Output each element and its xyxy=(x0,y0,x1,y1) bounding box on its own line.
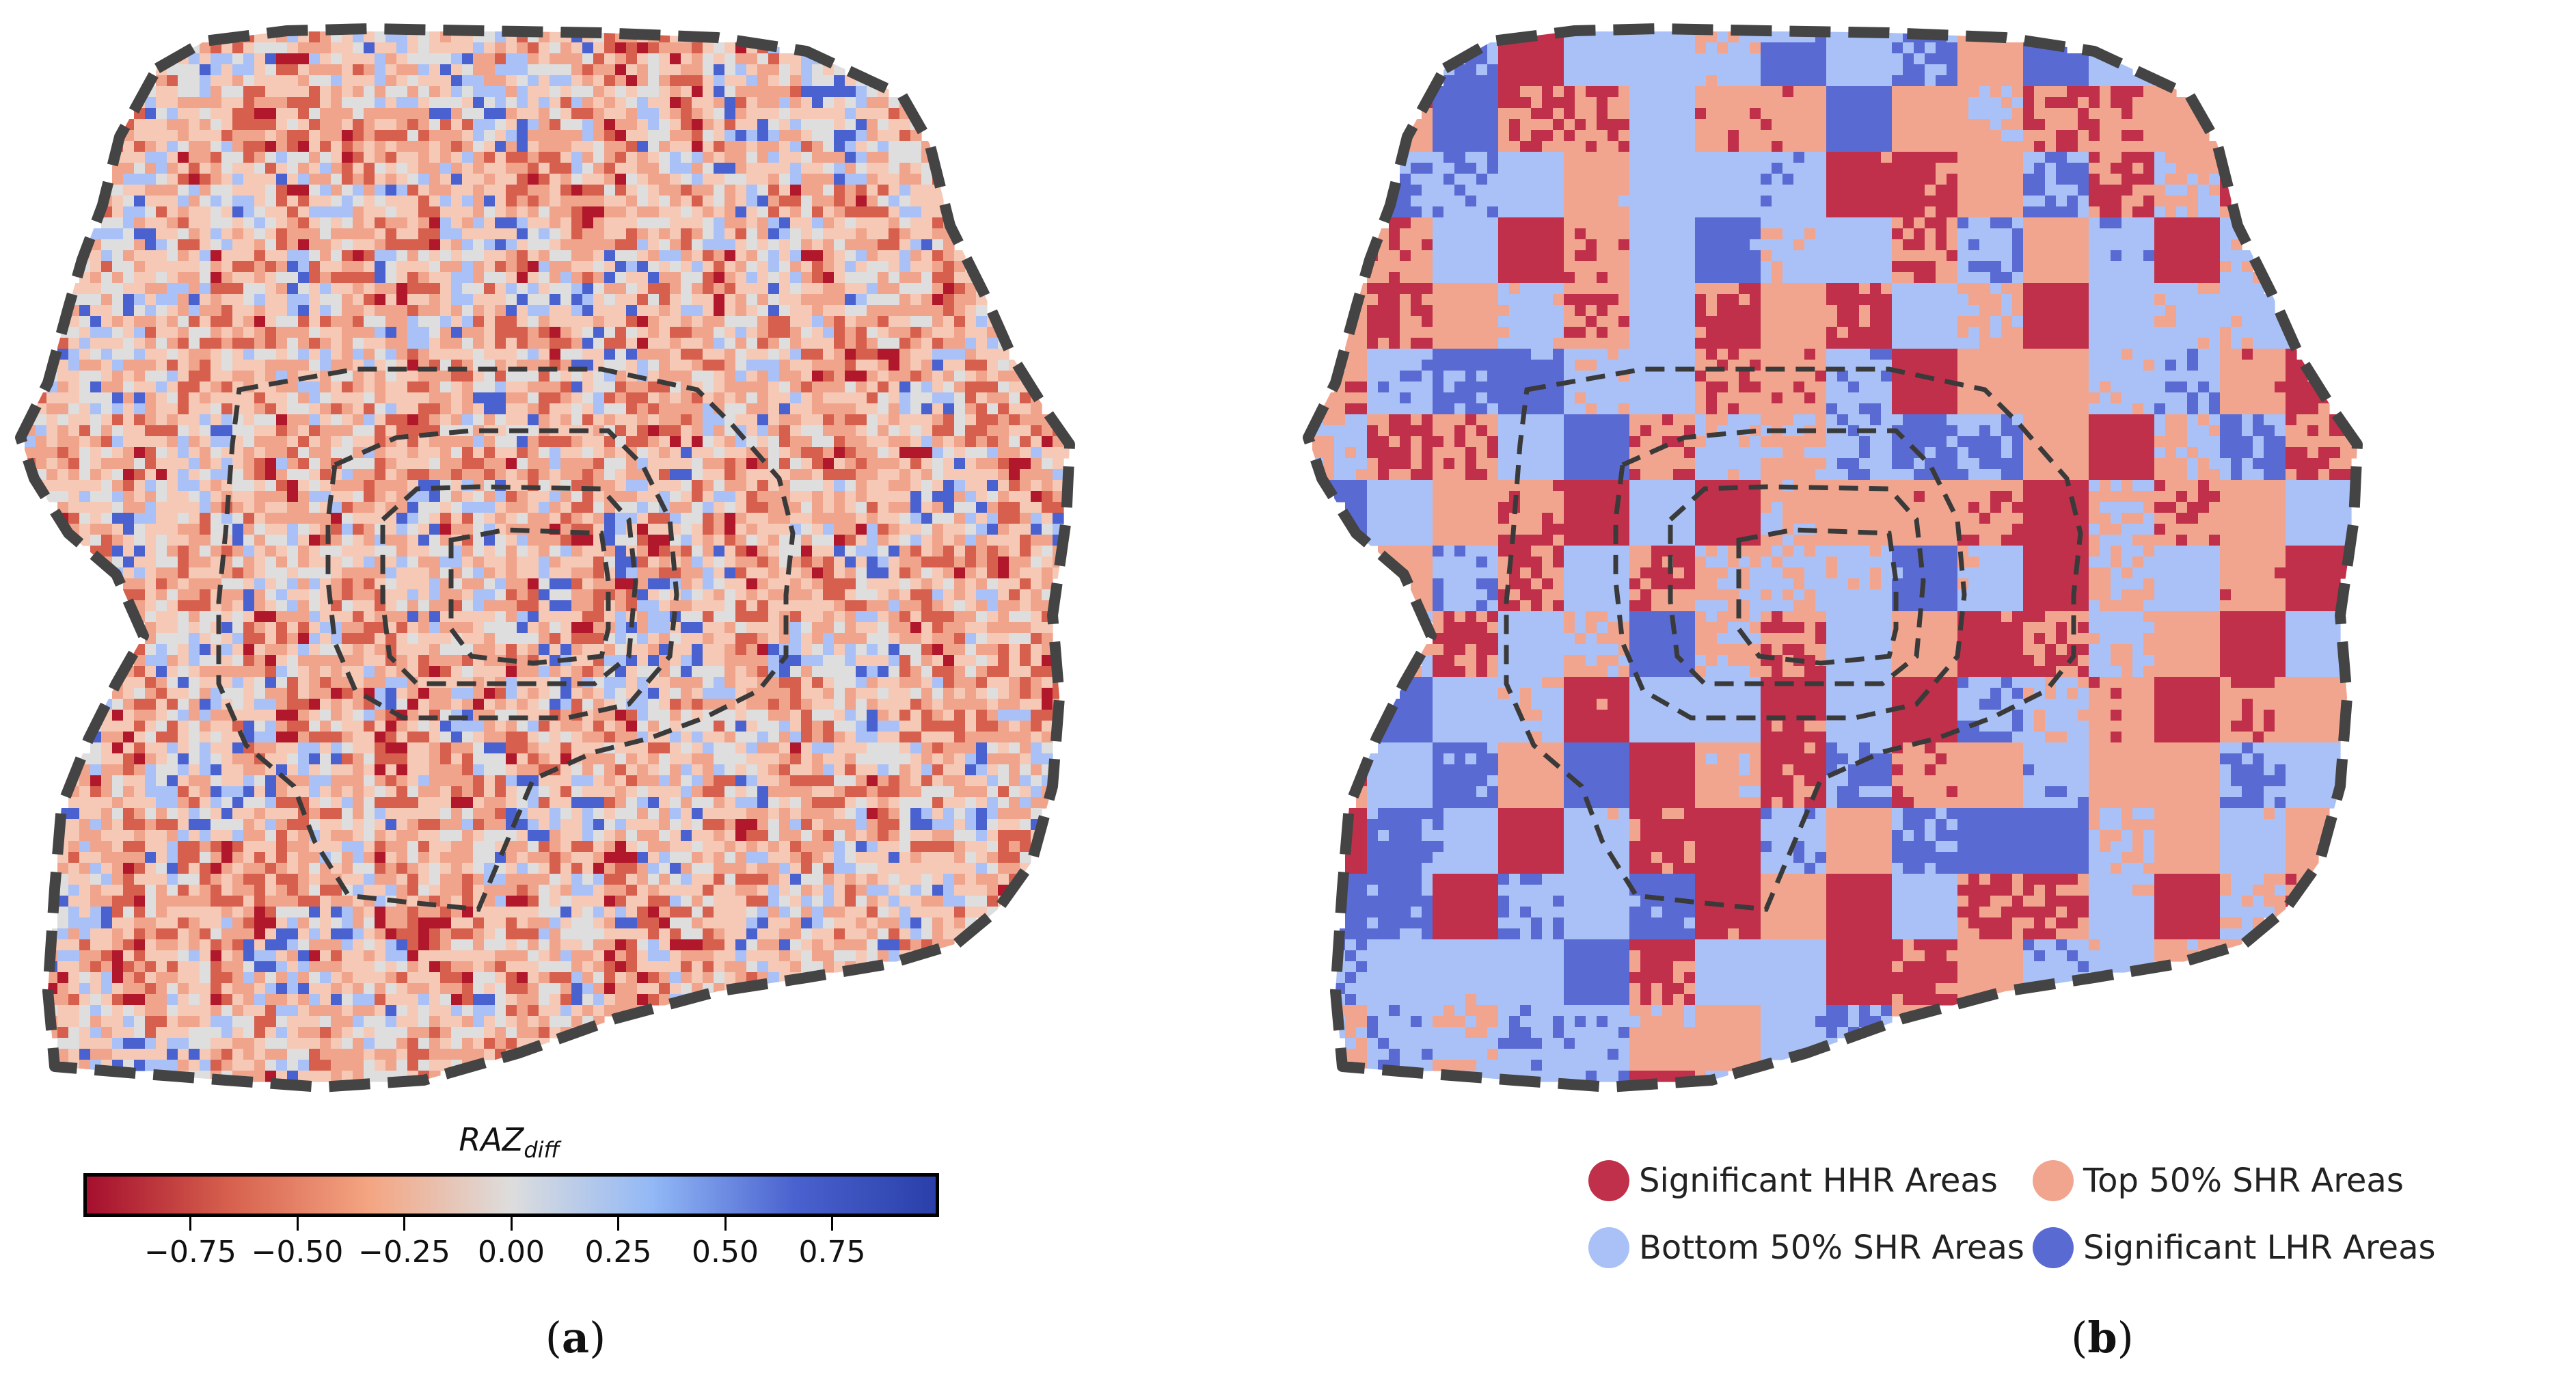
hotspot-cluster-map xyxy=(1303,23,2363,1093)
map-b-grid-cells xyxy=(1312,31,2357,1082)
colorbar-tick-label: 0.75 xyxy=(798,1235,866,1270)
legend-swatch-lhr xyxy=(2033,1227,2074,1268)
colorbar-tick-label: −0.75 xyxy=(144,1235,236,1270)
colorbar-tick xyxy=(296,1217,299,1231)
map-b-ring-road-4 xyxy=(1736,527,1899,666)
colorbar-tick xyxy=(724,1217,727,1231)
map-b-ring-road-1 xyxy=(1504,366,2083,912)
panel-b: Significant HHR Areas Top 50% SHR Areas … xyxy=(1288,0,2576,1394)
colorbar-tick-label: −0.25 xyxy=(358,1235,450,1270)
map-a-ring-road-1 xyxy=(216,366,796,912)
colorbar-tick-label: 0.50 xyxy=(692,1235,759,1270)
legend-swatch-hhr xyxy=(1588,1160,1629,1201)
colorbar-title: RAZdiff xyxy=(459,1121,560,1164)
legend-label-top50: Top 50% SHR Areas xyxy=(2083,1162,2404,1200)
legend-item-top50: Top 50% SHR Areas xyxy=(2033,1157,2404,1205)
map-a-ring-road-4 xyxy=(448,527,611,666)
legend-item-hhr: Significant HHR Areas xyxy=(1588,1157,1998,1205)
legend-label-bottom50: Bottom 50% SHR Areas xyxy=(1639,1229,2024,1267)
colorbar-tick-label: 0.25 xyxy=(584,1235,652,1270)
map-b-ring-road-2 xyxy=(1613,428,1967,721)
map-b-boundary xyxy=(1303,23,2363,1093)
map-a-ring-road-3 xyxy=(380,484,638,686)
panel-label-b: (b) xyxy=(2071,1313,2134,1363)
colorbar-tick xyxy=(617,1217,619,1231)
raz-diff-map xyxy=(15,23,1075,1093)
legend-item-bottom50: Bottom 50% SHR Areas xyxy=(1588,1224,2024,1272)
map-a-ring-road-2 xyxy=(325,428,679,721)
panel-a: RAZdiff −0.75 −0.50 −0.25 0.00 0.25 0.50 0.75 … xyxy=(15,23,1075,1363)
map-a-boundary xyxy=(15,23,1075,1093)
colorbar-tick xyxy=(510,1217,513,1231)
colorbar-tick xyxy=(403,1217,405,1231)
legend-label-hhr: Significant HHR Areas xyxy=(1639,1162,1998,1200)
map-a-grid-cells xyxy=(25,31,1070,1082)
map-b-ring-road-3 xyxy=(1668,484,1926,686)
legend-swatch-bottom50 xyxy=(1588,1227,1629,1268)
colorbar-tick-label: 0.00 xyxy=(478,1235,545,1270)
legend-swatch-top50 xyxy=(2033,1160,2074,1201)
colorbar xyxy=(83,1173,939,1217)
legend-item-lhr: Significant LHR Areas xyxy=(2033,1224,2435,1272)
colorbar-tick xyxy=(189,1217,191,1231)
colorbar-tick xyxy=(831,1217,833,1231)
legend-label-lhr: Significant LHR Areas xyxy=(2083,1229,2436,1267)
panel-label-a: (a) xyxy=(545,1313,606,1363)
colorbar-tick-label: −0.50 xyxy=(251,1235,344,1270)
